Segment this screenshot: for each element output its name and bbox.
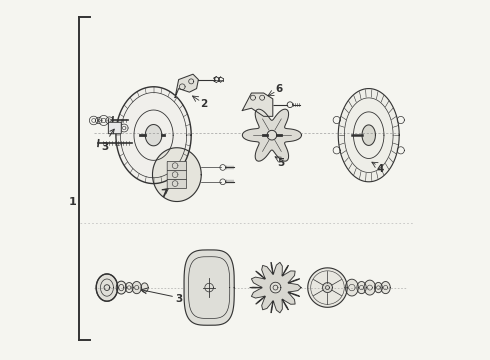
Polygon shape xyxy=(243,109,301,161)
Polygon shape xyxy=(308,268,347,307)
Polygon shape xyxy=(270,282,281,293)
Text: 1: 1 xyxy=(68,197,76,207)
Polygon shape xyxy=(145,125,162,146)
Polygon shape xyxy=(152,148,201,202)
Polygon shape xyxy=(381,282,390,294)
Polygon shape xyxy=(362,125,375,145)
FancyBboxPatch shape xyxy=(108,122,122,134)
Polygon shape xyxy=(322,283,332,293)
Polygon shape xyxy=(357,282,366,294)
Polygon shape xyxy=(338,89,399,182)
FancyBboxPatch shape xyxy=(167,170,187,180)
Text: 6: 6 xyxy=(275,84,283,94)
Text: 4: 4 xyxy=(376,163,384,174)
Polygon shape xyxy=(116,281,126,294)
Polygon shape xyxy=(184,250,234,325)
Polygon shape xyxy=(345,279,358,296)
Polygon shape xyxy=(267,130,277,140)
FancyBboxPatch shape xyxy=(167,179,187,189)
Text: 5: 5 xyxy=(277,158,285,168)
Text: 7: 7 xyxy=(160,189,168,199)
Polygon shape xyxy=(125,283,133,293)
Polygon shape xyxy=(364,280,375,295)
FancyBboxPatch shape xyxy=(167,161,187,171)
Polygon shape xyxy=(175,74,198,98)
Polygon shape xyxy=(116,87,191,184)
Polygon shape xyxy=(250,262,301,313)
Text: 3: 3 xyxy=(175,294,182,304)
Polygon shape xyxy=(132,282,141,294)
Polygon shape xyxy=(374,283,382,293)
Text: 3: 3 xyxy=(101,129,114,152)
Text: 2: 2 xyxy=(200,99,207,109)
Polygon shape xyxy=(243,93,273,116)
Polygon shape xyxy=(96,274,118,301)
Polygon shape xyxy=(141,283,148,292)
